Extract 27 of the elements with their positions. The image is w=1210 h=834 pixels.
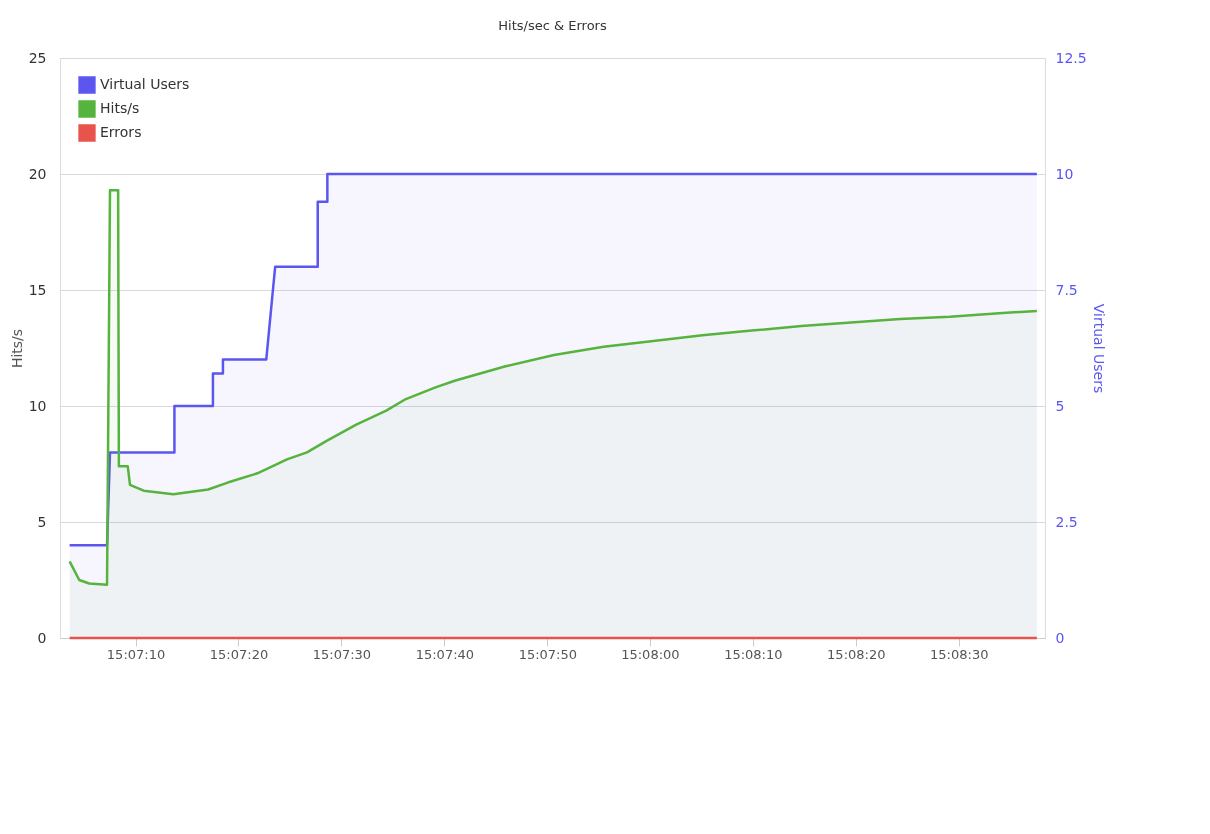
x-tick-label: 15:07:10 [106, 646, 166, 662]
legend-label: Hits/s [100, 100, 140, 116]
y-tick-label: 5 [37, 513, 47, 530]
y-tick-label: 25 [28, 49, 47, 66]
y-axis-title: Hits/s [8, 328, 25, 369]
x-tick-label: 15:08:00 [621, 646, 680, 662]
y2-tick-label: 2.5 [1055, 513, 1078, 530]
x-tick-label: 15:07:40 [415, 646, 475, 662]
y-tick-label: 0 [37, 629, 47, 646]
legend-label: Virtual Users [100, 76, 190, 92]
y-tick-label: 20 [28, 165, 47, 182]
y2-tick-label: 0 [1055, 629, 1065, 646]
y-tick-label: 10 [28, 397, 47, 414]
legend-label: Errors [100, 124, 142, 140]
x-tick-label: 15:08:30 [930, 646, 989, 662]
x-tick-label: 15:08:10 [724, 646, 783, 662]
y2-tick-label: 7.5 [1055, 281, 1078, 298]
x-tick-label: 15:08:20 [827, 646, 886, 662]
y2-tick-label: 5 [1055, 397, 1065, 414]
chart-title: Hits/sec & Errors [498, 18, 607, 33]
y-tick-label: 15 [28, 281, 47, 298]
y2-axis-title: Virtual Users [1090, 303, 1107, 394]
x-tick-label: 15:07:20 [209, 646, 269, 662]
x-tick-label: 15:07:50 [518, 646, 578, 662]
x-tick-label: 15:07:30 [312, 646, 372, 662]
y2-tick-label: 12.5 [1055, 49, 1087, 66]
y2-tick-label: 10 [1055, 165, 1074, 182]
